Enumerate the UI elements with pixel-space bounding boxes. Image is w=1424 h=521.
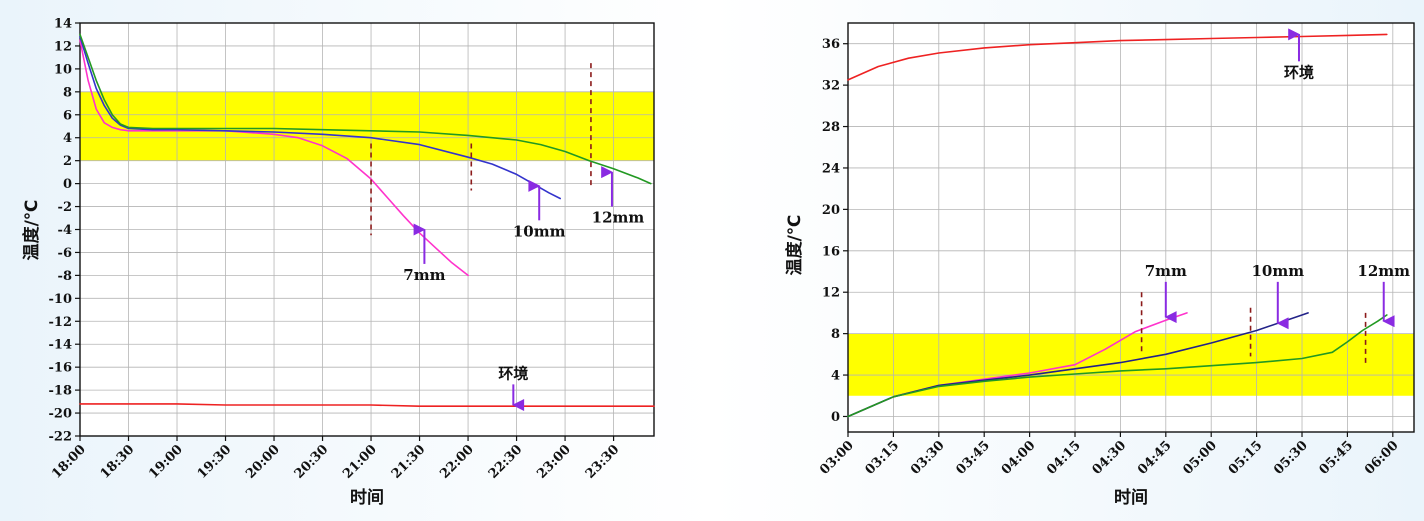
y-tick-label: 14 — [54, 17, 72, 32]
y-tick-label: 4 — [63, 131, 72, 146]
series-line-1 — [79, 35, 562, 200]
y-tick-label: -16 — [49, 361, 73, 376]
y-tick-label: 16 — [822, 244, 840, 259]
y-tick-label: 28 — [822, 120, 840, 135]
y-tick-label: -4 — [58, 223, 72, 238]
y-tick-label: 4 — [831, 369, 840, 384]
plot-frame — [847, 22, 1415, 433]
y-axis-label: 温度/℃ — [21, 200, 42, 261]
annotation-label-2: 12mm — [592, 209, 645, 227]
y-tick-label: 2 — [63, 154, 72, 169]
y-tick-label: 8 — [63, 85, 72, 100]
y-tick-label: 12 — [54, 39, 72, 54]
annotation-label-2: 12mm — [1357, 262, 1410, 280]
x-axis-label: 时间 — [350, 487, 384, 508]
annotation-label-3: 环境 — [498, 364, 528, 382]
annotation-label-0: 7mm — [1145, 262, 1187, 280]
annotation-label-3: 环境 — [1284, 63, 1314, 81]
y-tick-label: 32 — [822, 79, 840, 94]
y-tick-label: -22 — [49, 430, 73, 445]
y-tick-label: 6 — [63, 108, 72, 123]
y-tick-label: 36 — [822, 37, 840, 52]
annotation-label-0: 7mm — [403, 266, 445, 284]
x-axis-label: 时间 — [1114, 487, 1148, 508]
y-tick-label: 0 — [63, 177, 72, 192]
series-line-2 — [847, 314, 1388, 418]
y-tick-label: 10 — [54, 62, 72, 77]
y-tick-label: -8 — [58, 269, 72, 284]
y-tick-label: -2 — [58, 200, 72, 215]
y-tick-label: -6 — [58, 246, 72, 261]
y-tick-label: -10 — [49, 292, 73, 307]
y-axis-label: 温度/℃ — [784, 215, 805, 276]
series-line-1 — [847, 312, 1309, 418]
y-tick-label: 20 — [822, 203, 840, 218]
safe-temperature-band — [80, 91, 654, 161]
y-tick-label: -20 — [49, 407, 73, 422]
y-tick-label: 0 — [831, 410, 840, 425]
y-tick-label: 24 — [822, 161, 840, 176]
y-tick-label: -12 — [49, 315, 73, 330]
y-tick-label: 8 — [831, 327, 840, 342]
annotation-label-1: 10mm — [1251, 262, 1304, 280]
annotation-label-1: 10mm — [513, 222, 566, 240]
chart-left-freezing: 14 12 10 8 6 4 2 0 -2 -4 -6 -8 -10 -12 -14 -16 -18 -20 -22… — [21, 17, 655, 508]
series-line-3 — [79, 403, 655, 408]
y-tick-label: 12 — [822, 286, 840, 301]
y-tick-label: -18 — [49, 384, 73, 399]
series-line-2 — [79, 33, 652, 185]
y-tick-label: -14 — [49, 338, 73, 353]
